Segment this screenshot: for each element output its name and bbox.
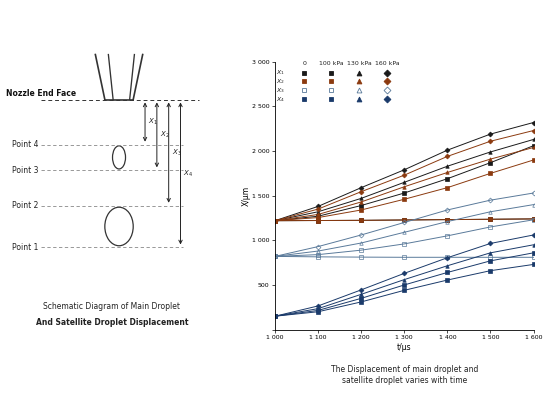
Text: $X_4$: $X_4$: [183, 169, 193, 178]
Text: Nozzle End Face: Nozzle End Face: [6, 89, 76, 98]
Text: 160 kPa: 160 kPa: [375, 61, 399, 66]
Text: 0: 0: [302, 61, 306, 66]
Text: Point 3: Point 3: [12, 166, 39, 175]
Text: And Satellite Droplet Displacement: And Satellite Droplet Displacement: [36, 318, 188, 328]
Text: $X_3$: $X_3$: [276, 86, 285, 95]
Text: $X_1$: $X_1$: [148, 117, 158, 127]
Text: Point 4: Point 4: [12, 140, 39, 149]
Text: The Displacement of main droplet and
satellite droplet varies with time: The Displacement of main droplet and sat…: [331, 365, 478, 385]
Text: $X_2$: $X_2$: [160, 130, 169, 140]
Text: 100 kPa: 100 kPa: [318, 61, 343, 66]
X-axis label: t/μs: t/μs: [397, 343, 411, 352]
Y-axis label: X/μm: X/μm: [241, 186, 250, 206]
Text: $X_3$: $X_3$: [172, 147, 182, 158]
Text: $X_4$: $X_4$: [276, 95, 285, 104]
Text: Point 2: Point 2: [12, 201, 39, 210]
Text: Schematic Diagram of Main Droplet: Schematic Diagram of Main Droplet: [43, 302, 180, 311]
Text: Point 1: Point 1: [12, 243, 39, 252]
Text: 130 kPa: 130 kPa: [346, 61, 371, 66]
Text: $X_1$: $X_1$: [276, 68, 285, 77]
Text: $X_2$: $X_2$: [276, 77, 285, 86]
